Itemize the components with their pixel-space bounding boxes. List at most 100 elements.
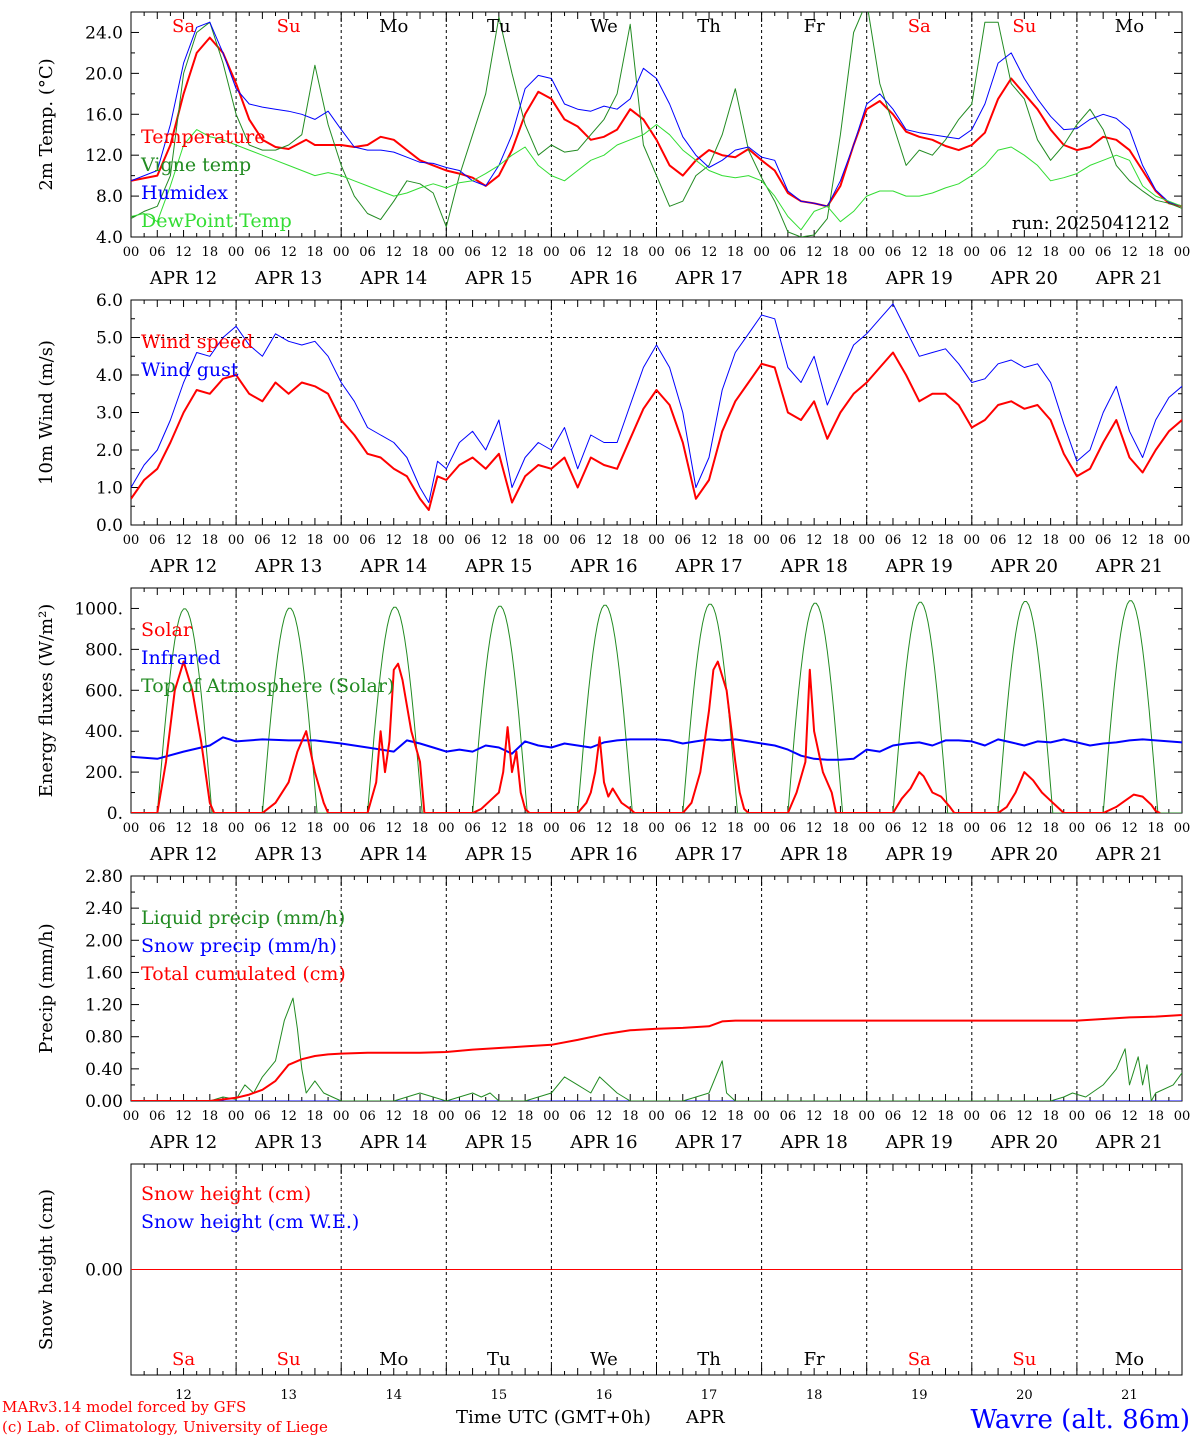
hour-label: 00: [648, 1109, 665, 1124]
date-label: APR 14: [359, 556, 427, 577]
hour-label: 00: [333, 1109, 350, 1124]
hour-label: 00: [858, 245, 875, 260]
y-tick-label: 2.00: [85, 931, 123, 951]
hour-label: 12: [806, 533, 823, 548]
series-layer: [131, 600, 1182, 813]
date-label: APR 13: [254, 268, 322, 289]
hour-label: 00: [123, 245, 140, 260]
hour-label: 18: [517, 821, 534, 836]
legend-entry: Top of Atmosphere (Solar): [141, 675, 394, 697]
legend-entry: Liquid precip (mm/h): [141, 907, 345, 929]
hour-label: 00: [753, 533, 770, 548]
day-number-label: 17: [701, 1388, 718, 1403]
hour-label: 18: [937, 245, 954, 260]
hour-label: 12: [280, 821, 297, 836]
hour-label: 06: [780, 245, 797, 260]
day-number-label: 18: [806, 1388, 823, 1403]
hour-label: 18: [727, 245, 744, 260]
hour-label: 12: [701, 533, 718, 548]
hour-label: 18: [937, 1109, 954, 1124]
panel-1: 4.0 8.0 12.0 16.0 20.0 24.0 2m Temp. (°C) Tempe…: [36, 11, 1191, 289]
hour-label: 00: [1174, 245, 1191, 260]
hour-label: 12: [701, 1109, 718, 1124]
y-tick-label: 0.80: [85, 1028, 123, 1048]
y-tick-label: 0.00: [85, 1092, 123, 1112]
y-tick-label: 200.: [85, 763, 123, 783]
hour-label: 12: [1121, 245, 1138, 260]
hour-label: 06: [885, 533, 902, 548]
hour-label: 06: [1095, 245, 1112, 260]
hour-label: 00: [1174, 821, 1191, 836]
legend-entry: Vigne temp: [140, 154, 251, 176]
time-axis-month: APR: [685, 1407, 725, 1428]
hour-label: 06: [990, 821, 1007, 836]
date-label: APR 12: [149, 556, 217, 577]
hour-label: 00: [228, 1109, 245, 1124]
hour-label: 06: [254, 821, 271, 836]
hour-label: 00: [543, 1109, 560, 1124]
hour-label: 18: [1147, 245, 1164, 260]
hour-label: 18: [832, 245, 849, 260]
weekday-label: Su: [1012, 1349, 1036, 1370]
date-label: APR 18: [780, 1132, 848, 1153]
weekday-label: We: [590, 16, 618, 37]
hour-label: 18: [517, 533, 534, 548]
date-label: APR 13: [254, 556, 322, 577]
y-tick-label: 0.40: [85, 1060, 123, 1080]
legend-entry: Snow height (cm): [141, 1183, 311, 1205]
weekday-label: Tu: [487, 16, 511, 37]
hour-label: 12: [175, 533, 192, 548]
hour-label: 00: [228, 533, 245, 548]
hour-label: 12: [491, 245, 508, 260]
hour-label: 18: [517, 245, 534, 260]
hour-label: 06: [569, 821, 586, 836]
hour-label: 12: [911, 821, 928, 836]
date-label: APR 14: [359, 1132, 427, 1153]
hour-label: 00: [333, 821, 350, 836]
plot-frame: [130, 299, 1183, 526]
y-tick-label: 4.0: [96, 366, 123, 386]
hour-label: 00: [333, 533, 350, 548]
hour-label: 18: [202, 245, 219, 260]
day-number-label: 19: [911, 1388, 928, 1403]
hour-label: 18: [517, 1109, 534, 1124]
y-tick-label: 0.00: [85, 1261, 123, 1281]
run-label: run: 2025041212: [1012, 213, 1170, 234]
date-label: APR 20: [990, 556, 1058, 577]
date-label: APR 16: [569, 1132, 637, 1153]
hour-label: 18: [727, 1109, 744, 1124]
hour-label: 00: [964, 533, 981, 548]
hour-label: 12: [1121, 821, 1138, 836]
date-label: APR 15: [464, 556, 532, 577]
hour-label: 06: [569, 533, 586, 548]
date-label: APR 18: [780, 556, 848, 577]
date-label: APR 16: [569, 844, 637, 865]
station-label: Wavre (alt. 86m): [970, 1405, 1190, 1435]
hour-label: 00: [228, 245, 245, 260]
date-label: APR 14: [359, 844, 427, 865]
hour-label: 00: [753, 245, 770, 260]
date-label: APR 21: [1095, 1132, 1163, 1153]
hour-label: 06: [675, 821, 692, 836]
date-label: APR 16: [569, 556, 637, 577]
y-tick-label: 0.0: [96, 516, 123, 536]
date-label: APR 18: [780, 268, 848, 289]
hour-label: 18: [1147, 1109, 1164, 1124]
hour-label: 18: [307, 1109, 324, 1124]
hour-label: 00: [123, 821, 140, 836]
footer: MARv3.14 model forced by GFS (c) Lab. of…: [2, 1398, 1190, 1436]
hour-label: 06: [885, 1109, 902, 1124]
hour-label: 00: [1069, 533, 1086, 548]
hour-label: 18: [412, 1109, 429, 1124]
y-tick-label: 12.0: [85, 146, 123, 166]
panel-3: 0. 200. 400. 600. 800. 1000. Energy fluxes (W/…: [36, 587, 1191, 865]
hour-label: 18: [1147, 821, 1164, 836]
date-label: APR 20: [990, 268, 1058, 289]
hour-label: 12: [1121, 1109, 1138, 1124]
hour-label: 12: [491, 821, 508, 836]
hour-label: 06: [990, 533, 1007, 548]
y-tick-label: 800.: [85, 640, 123, 660]
hour-label: 00: [123, 533, 140, 548]
hour-label: 12: [701, 821, 718, 836]
y-axis-label: Snow height (cm): [36, 1189, 57, 1350]
